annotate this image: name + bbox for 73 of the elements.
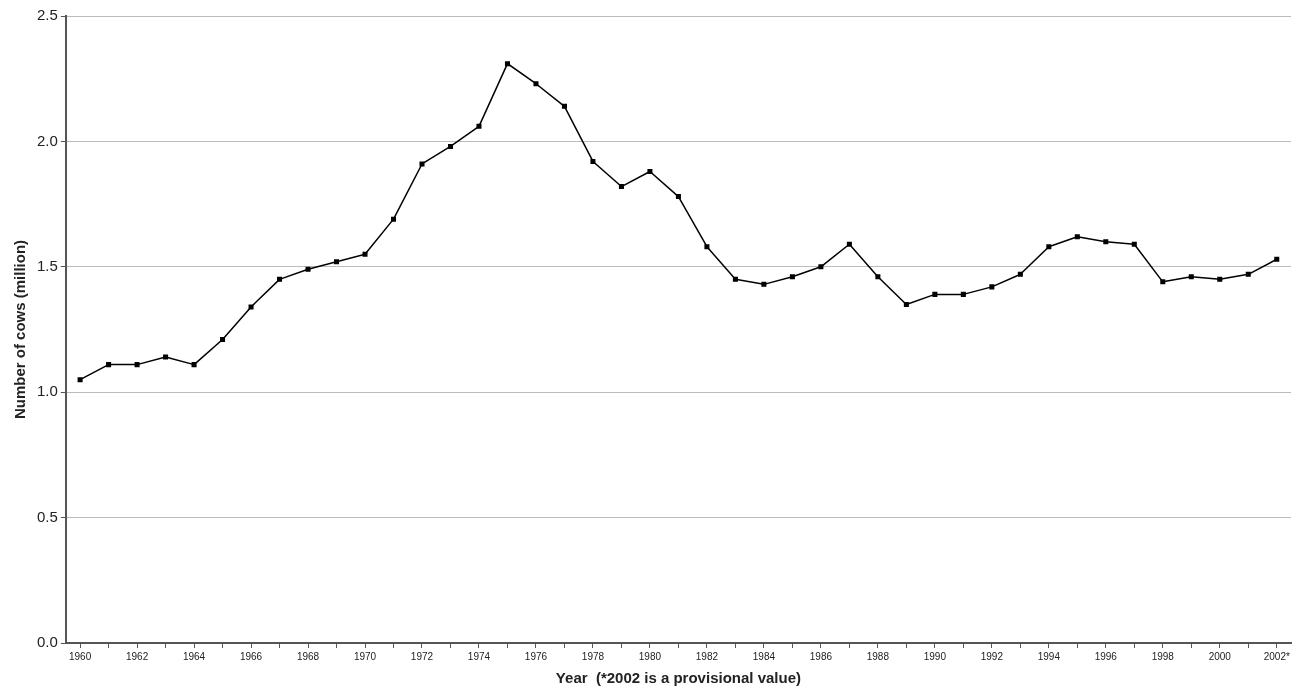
point [590, 158, 596, 164]
point [390, 216, 397, 222]
point [789, 274, 795, 280]
point [419, 161, 425, 167]
point [1131, 241, 1137, 247]
point [1103, 239, 1109, 245]
point [903, 301, 909, 307]
point [362, 251, 368, 257]
point [1160, 279, 1166, 285]
x-tick-label: 1988 [866, 650, 890, 662]
x-tick-label: 1970 [353, 650, 377, 662]
y-axis-title: Number of cows (million) [11, 239, 29, 420]
y-tick-label: 1.0 [36, 382, 58, 400]
x-axis-title: Year (*2002 is a provisional value) [555, 669, 801, 687]
x-tick-label: 1974 [467, 650, 491, 662]
point [818, 264, 824, 270]
point [1245, 271, 1251, 277]
x-tick-label: 1964 [182, 650, 206, 662]
point [960, 291, 966, 297]
x-tick-label: 1984 [752, 650, 776, 662]
point [704, 244, 710, 250]
point [334, 259, 340, 265]
point [163, 354, 169, 360]
point [248, 304, 254, 310]
x-tick-label: 1996 [1094, 650, 1118, 662]
point [447, 143, 454, 149]
point [1217, 276, 1223, 282]
point [106, 362, 112, 368]
point [277, 276, 283, 282]
point [305, 266, 311, 272]
point [1017, 271, 1023, 277]
point [875, 274, 881, 280]
point [1046, 244, 1052, 250]
x-tick-label: 1994 [1037, 650, 1061, 662]
x-tick-label: 2002* [1263, 650, 1290, 662]
point [134, 362, 140, 368]
y-tick-label: 2.0 [36, 131, 58, 149]
point [932, 291, 938, 297]
point [220, 337, 226, 343]
x-tick-label: 1976 [524, 650, 548, 662]
point [476, 123, 482, 129]
x-tick-label: 1978 [581, 650, 605, 662]
x-tick-label: 1992 [980, 650, 1004, 662]
point [533, 81, 539, 87]
point [1274, 256, 1280, 262]
point [732, 276, 738, 282]
y-tick-label: 1.5 [36, 256, 58, 274]
point [77, 377, 83, 383]
point [989, 284, 995, 290]
point [561, 103, 567, 109]
point [675, 194, 681, 200]
y-tick-label: 2.5 [36, 6, 58, 24]
x-tick-label: 2000 [1208, 650, 1232, 662]
x-tick-label: 1982 [695, 650, 719, 662]
x-tick-label: 1972 [410, 650, 434, 662]
point [761, 281, 767, 287]
x-tick-label: 1962 [125, 650, 149, 662]
y-tick-label: 0.0 [36, 633, 58, 651]
x-tick-label: 1998 [1151, 650, 1175, 662]
x-tick-label: 1960 [68, 650, 92, 662]
point [846, 241, 852, 247]
point [618, 184, 624, 190]
y-tick-label: 0.5 [36, 507, 58, 525]
point [504, 61, 510, 67]
x-tick-label: 1966 [239, 650, 263, 662]
point [1188, 274, 1194, 280]
x-tick-label: 1980 [638, 650, 662, 662]
point [647, 168, 653, 175]
x-tick-label: 1990 [923, 650, 947, 662]
point [191, 362, 197, 368]
x-tick-label: 1986 [809, 650, 833, 662]
x-tick-label: 1968 [296, 650, 320, 662]
point [1074, 234, 1080, 240]
